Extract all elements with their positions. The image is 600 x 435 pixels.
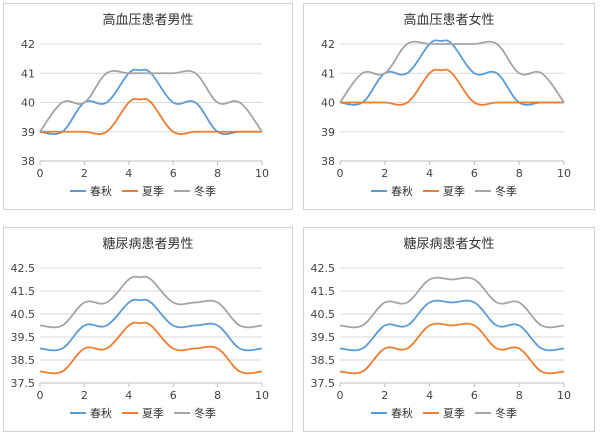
chart-title: 高血压患者女性 (403, 12, 494, 28)
series-line-1 (40, 97, 262, 135)
x-tick-label: 6 (471, 167, 478, 180)
chart-title: 高血压患者男性 (102, 12, 193, 28)
y-tick-label: 39 (21, 126, 35, 139)
series-line-1 (339, 322, 565, 375)
chart-panel-diabetes-male: 糖尿病患者男性 37.5 38.5 39.5 40.5 41.5 42.5 0 2 4 6 8 10 春秋… (3, 227, 293, 432)
chart-panel-diabetes-female: 糖尿病患者女性 37.5 38.5 39.5 40.5 41.5 42.5 0 2 4 6 8 10 春秋… (303, 227, 595, 432)
legend-label: 冬季 (194, 406, 216, 420)
y-tick-label: 41 (321, 67, 335, 80)
x-tick-label: 10 (557, 167, 571, 180)
series-line-2 (339, 276, 565, 329)
legend-label: 冬季 (495, 184, 517, 198)
x-tick-label: 8 (516, 167, 523, 180)
y-tick-label: 42 (21, 38, 35, 51)
legend-label: 夏季 (443, 185, 465, 198)
y-tick-label: 38.5 (11, 354, 36, 367)
x-tick-label: 4 (426, 389, 433, 402)
y-tick-label: 37.5 (311, 377, 336, 390)
x-tick-label: 2 (81, 389, 88, 402)
chart-title: 糖尿病患者男性 (102, 236, 193, 252)
legend-label: 春秋 (90, 406, 112, 420)
series-line-2 (39, 275, 263, 329)
y-tick-label: 40.5 (11, 308, 36, 321)
series-line-1 (340, 68, 564, 106)
y-tick-label: 42.5 (11, 262, 36, 275)
y-tick-label: 40.5 (311, 308, 336, 321)
chart-title: 糖尿病患者女性 (403, 236, 494, 252)
y-tick-label: 41.5 (311, 285, 336, 298)
x-tick-label: 10 (557, 389, 571, 402)
legend-label: 冬季 (495, 406, 517, 420)
chart-svg: 糖尿病患者女性 37.5 38.5 39.5 40.5 41.5 42.5 0 2 4 6 8 10 春秋… (311, 236, 572, 420)
x-tick-label: 8 (516, 389, 523, 402)
chart-panel-hypertension-male: 高血压患者男性 38 39 40 41 42 0 2 4 6 8 10 春秋 夏季 冬季 (3, 3, 293, 210)
x-tick-label: 4 (426, 167, 433, 180)
x-tick-label: 4 (125, 389, 132, 402)
chart-svg: 高血压患者女性 38 39 40 41 42 0 2 4 6 8 10 春秋 夏季 冬季 (321, 12, 571, 198)
y-tick-label: 42.5 (311, 262, 336, 275)
x-tick-label: 4 (125, 167, 132, 180)
chart-svg: 高血压患者男性 38 39 40 41 42 0 2 4 6 8 10 春秋 夏季 冬季 (21, 12, 269, 198)
y-tick-label: 37.5 (11, 377, 36, 390)
x-tick-label: 10 (255, 167, 269, 180)
x-tick-label: 6 (170, 389, 177, 402)
legend-label: 夏季 (142, 407, 164, 420)
x-tick-label: 2 (81, 167, 88, 180)
x-tick-label: 8 (214, 389, 221, 402)
legend-label: 夏季 (142, 185, 164, 198)
chart-panel-hypertension-female: 高血压患者女性 38 39 40 41 42 0 2 4 6 8 10 春秋 夏季 冬季 (303, 3, 595, 210)
x-tick-label: 0 (37, 167, 44, 180)
legend-label: 春秋 (391, 406, 413, 420)
y-tick-label: 38.5 (311, 354, 336, 367)
x-tick-label: 8 (214, 167, 221, 180)
x-tick-label: 10 (255, 389, 269, 402)
x-tick-label: 0 (337, 389, 344, 402)
y-tick-label: 40 (21, 97, 35, 110)
y-tick-label: 38 (321, 155, 335, 168)
y-tick-label: 38 (21, 155, 35, 168)
y-tick-label: 41.5 (11, 285, 36, 298)
series-line-1 (39, 321, 263, 375)
x-tick-label: 2 (381, 389, 388, 402)
legend-label: 春秋 (90, 184, 112, 198)
legend-label: 春秋 (391, 184, 413, 198)
series-line-2 (339, 40, 565, 104)
y-tick-label: 40 (321, 97, 335, 110)
y-tick-label: 39.5 (311, 331, 336, 344)
series-line-0 (339, 299, 565, 352)
y-tick-label: 39 (321, 126, 335, 139)
y-tick-label: 39.5 (11, 331, 36, 344)
x-tick-label: 6 (170, 167, 177, 180)
legend-label: 冬季 (194, 184, 216, 198)
series-line-2 (39, 70, 263, 133)
series-line-0 (39, 298, 263, 352)
chart-svg: 糖尿病患者男性 37.5 38.5 39.5 40.5 41.5 42.5 0 2 4 6 8 10 春秋… (11, 236, 270, 420)
y-tick-label: 42 (321, 38, 335, 51)
legend-label: 夏季 (443, 407, 465, 420)
y-tick-label: 41 (21, 67, 35, 80)
x-tick-label: 0 (337, 167, 344, 180)
x-tick-label: 6 (471, 389, 478, 402)
x-tick-label: 2 (381, 167, 388, 180)
x-tick-label: 0 (37, 389, 44, 402)
